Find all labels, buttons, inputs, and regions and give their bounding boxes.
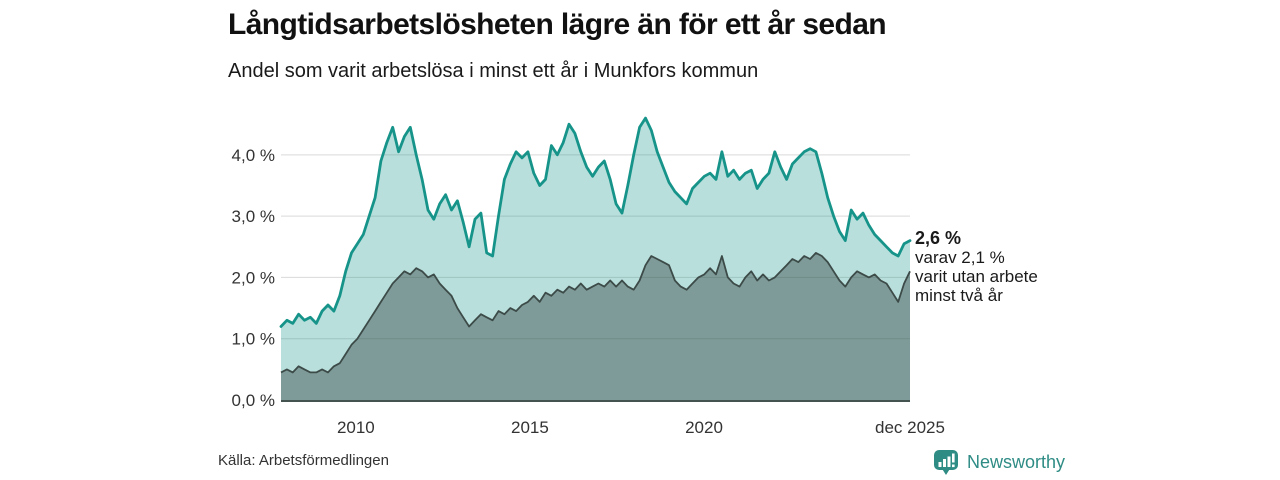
- newsworthy-bubble-icon: [934, 450, 958, 475]
- y-axis-tick-label: 2,0 %: [232, 268, 275, 287]
- chart-subtitle: Andel som varit arbetslösa i minst ett å…: [228, 60, 759, 82]
- y-axis-tick-label: 0,0 %: [232, 391, 275, 410]
- x-axis-tick-label: 2010: [337, 418, 375, 437]
- newsworthy-logo[interactable]: Newsworthy: [933, 449, 1065, 476]
- x-axis-tick-label: 2020: [685, 418, 723, 437]
- area-fill-one-year: [281, 118, 910, 400]
- y-axis-tick-label: 1,0 %: [232, 330, 275, 349]
- x-axis-tick-label: dec 2025: [875, 418, 945, 437]
- source-note: Källa: Arbetsförmedlingen: [218, 452, 389, 469]
- y-axis-tick-label: 4,0 %: [232, 146, 275, 165]
- end-value-annotation: 2,6 % varav 2,1 % varit utan arbete mins…: [915, 228, 1065, 306]
- end-value-label: 2,6 %: [915, 228, 962, 248]
- annotation-line: varit utan arbete: [915, 267, 1038, 286]
- x-axis-tick-label: 2015: [511, 418, 549, 437]
- line-one-year: [279, 116, 912, 328]
- annotation-line: minst två år: [915, 286, 1003, 305]
- y-axis-tick-label: 3,0 %: [232, 207, 275, 226]
- page-title: Långtidsarbetslösheten lägre än för ett …: [228, 8, 887, 41]
- line-two-years: [280, 251, 911, 374]
- annotation-line: varav 2,1 %: [915, 248, 1005, 267]
- newsworthy-wordmark: Newsworthy: [967, 452, 1066, 472]
- area-fill-two-years: [281, 252, 910, 400]
